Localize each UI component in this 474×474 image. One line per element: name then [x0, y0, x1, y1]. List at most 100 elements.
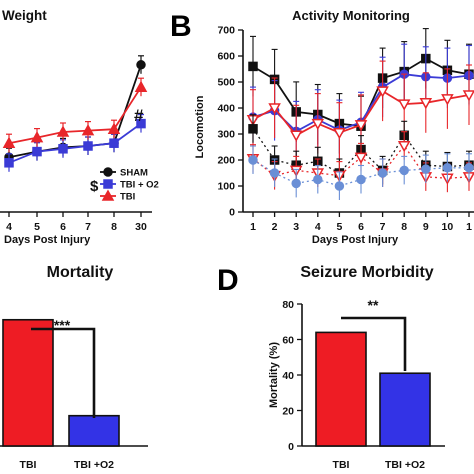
seizure-significance: **: [368, 297, 379, 313]
seizure-bar: [379, 372, 431, 447]
weight-data-point: [109, 138, 119, 148]
activity-x-tick-label: 1: [250, 221, 256, 233]
weight-legend-label: TBI + O2: [120, 180, 159, 191]
weight-x-tick-label: 30: [135, 221, 147, 233]
activity-x-tick-label: 10: [442, 221, 454, 233]
activity-data-point: [397, 99, 411, 111]
mortality-significance: ***: [54, 317, 71, 333]
mortality-bar: [68, 414, 120, 447]
mortality-bars: TBI TBI +O2: [2, 318, 120, 471]
activity-x-tick-label: 1: [466, 221, 472, 233]
weight-x-axis-label: Days Post Injury: [4, 234, 91, 246]
weight-legend-label: TBI: [120, 192, 135, 203]
panel-c-mortality-chart: Mortality TBI TBI +O2 ***: [0, 264, 148, 471]
activity-x-tick-label: 4: [315, 221, 321, 233]
activity-y-tick-label: 200: [217, 155, 235, 167]
activity-data-point: [399, 165, 409, 176]
seizure-category-label: TBI +O2: [385, 459, 425, 471]
weight-x-tick-label: 5: [34, 221, 40, 233]
weight-data-point: [107, 122, 121, 134]
activity-series-6: [248, 145, 474, 200]
weight-data-point: [81, 124, 95, 136]
weight-x-tick-label: 4: [6, 221, 12, 233]
activity-data-point: [421, 164, 431, 174]
activity-data-point: [269, 168, 280, 178]
panel-b-letter: B: [170, 10, 192, 43]
activity-x-tick-label: 7: [380, 221, 386, 233]
mortality-category-label: TBI +O2: [74, 459, 114, 471]
activity-x-tick-label: 9: [423, 221, 429, 233]
panel-d-seizure-chart: D Seizure Morbidity Mortality (%) 0 20 40 6…: [217, 264, 445, 471]
activity-data-point: [291, 178, 301, 189]
activity-data-point: [419, 98, 433, 110]
activity-x-ticks: 1 2 3 4 5 6 7 8 9 10 1: [250, 212, 472, 233]
activity-data-point: [464, 163, 474, 173]
activity-y-tick-label: 600: [217, 51, 235, 63]
weight-data-point: [136, 60, 146, 70]
seizure-y-tick-label: 20: [282, 406, 294, 418]
mortality-bar: [2, 318, 54, 447]
weight-legend-marker: [103, 179, 113, 189]
activity-y-tick-label: 0: [229, 207, 235, 219]
mortality-category-label: TBI: [20, 459, 37, 471]
seizure-y-ticks: 0 20 40 60 80: [282, 299, 302, 453]
seizure-y-tick-label: 80: [282, 299, 294, 311]
seizure-category-label: TBI: [333, 459, 350, 471]
weight-chart-title: Weight: [2, 8, 47, 23]
weight-data-point: [32, 146, 42, 157]
weight-dollar-annotation: $: [90, 178, 99, 195]
seizure-y-tick-label: 60: [282, 335, 294, 347]
seizure-y-axis-label: Mortality (%): [268, 342, 280, 408]
activity-x-axis-label: Days Post Injury: [312, 234, 399, 246]
weight-data-point: [4, 158, 14, 168]
activity-x-tick-label: 6: [358, 221, 364, 233]
mortality-significance-bracket: [31, 327, 96, 418]
activity-data-point: [334, 181, 345, 191]
activity-data-point: [377, 168, 388, 178]
activity-y-tick-label: 700: [217, 25, 235, 37]
activity-y-axis-label: Locomotion: [194, 95, 206, 158]
activity-data-point: [354, 152, 368, 164]
panel-a-weight-chart: Weight 4 5 6 7 8 30 Days Post Injury SHAMTBI …: [0, 8, 159, 246]
activity-data-point: [313, 174, 323, 185]
weight-data-point: [134, 80, 148, 92]
activity-series: [246, 28, 474, 200]
activity-y-ticks: 0 100 200 300 400 500 600 700: [217, 25, 243, 219]
weight-x-tick-label: 7: [85, 221, 91, 233]
seizure-y-tick-label: 0: [288, 441, 294, 453]
seizure-significance-bracket: [341, 316, 407, 371]
activity-data-point: [441, 94, 454, 106]
activity-data-point: [356, 174, 366, 185]
activity-y-tick-label: 400: [217, 103, 235, 115]
activity-x-tick-label: 2: [272, 221, 278, 233]
seizure-bars: TBI TBI +O2: [315, 331, 431, 471]
weight-series-tbi: [2, 77, 148, 153]
mortality-chart-title: Mortality: [47, 264, 114, 281]
weight-legend-label: SHAM: [120, 168, 148, 179]
activity-data-point: [248, 61, 258, 72]
activity-chart-title: Activity Monitoring: [292, 8, 410, 23]
weight-data-point: [136, 118, 146, 129]
weight-series-line: [8, 86, 142, 145]
weight-x-tick-label: 6: [60, 221, 66, 233]
weight-series-line: [8, 122, 142, 164]
activity-data-point: [268, 103, 281, 115]
activity-data-point: [462, 90, 474, 102]
weight-series-tbi-o2: [4, 113, 146, 172]
activity-data-point: [289, 130, 303, 142]
panel-b-activity-chart: B Activity Monitoring Locomotion 0 100 200…: [170, 8, 474, 246]
weight-series-sham: [4, 55, 146, 167]
weight-data-point: [58, 144, 68, 154]
seizure-y-tick-label: 40: [282, 370, 294, 382]
activity-data-point: [248, 124, 258, 134]
weight-x-tick-label: 8: [111, 221, 117, 233]
activity-x-tick-label: 8: [401, 221, 407, 233]
activity-x-tick-label: 3: [293, 221, 299, 233]
weight-series-line: [8, 64, 142, 159]
activity-data-point: [376, 86, 389, 98]
seizure-chart-title: Seizure Morbidity: [300, 264, 433, 281]
weight-legend-marker: [103, 167, 113, 177]
weight-data-point: [30, 131, 44, 143]
activity-series-3: [246, 60, 474, 166]
panel-d-letter: D: [217, 264, 239, 297]
